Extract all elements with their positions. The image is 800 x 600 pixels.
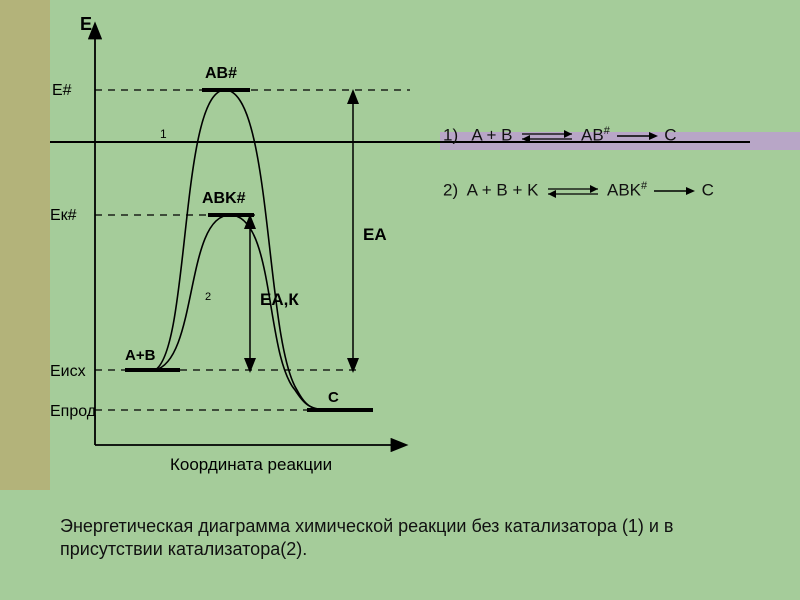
species-c: C xyxy=(328,389,339,406)
double-arrow-icon xyxy=(517,129,577,143)
label-ea: EА xyxy=(363,225,387,244)
eq1-lhs: A + B xyxy=(471,126,512,145)
equation-2: 2) A + B + K ABK# C xyxy=(443,180,714,201)
label-e-isx: Eисх xyxy=(50,363,86,380)
double-arrow-icon xyxy=(543,184,603,198)
eq2-int: ABK xyxy=(607,181,641,200)
label-e-prod: Eпрод xyxy=(50,403,97,420)
peak-ab: AB# xyxy=(205,65,237,82)
label-e-hash: E# xyxy=(52,82,72,99)
eq1-int: AB xyxy=(581,126,604,145)
energy-diagram: E Координата реакции E# Eк# Eисх Eпрод A… xyxy=(50,10,750,480)
peak-abk: ABK# xyxy=(202,190,246,207)
curve-label-2: 2 xyxy=(205,291,211,303)
arrow-right-icon xyxy=(652,185,697,197)
equation-1: 1) A + B AB# C xyxy=(443,125,677,146)
eq2-num: 2) xyxy=(443,181,458,200)
eq1-sup: # xyxy=(604,125,610,137)
y-axis-label: E xyxy=(80,14,92,34)
species-ab: A+B xyxy=(125,347,156,364)
label-eak: EА,К xyxy=(260,290,299,309)
eq1-num: 1) xyxy=(443,126,458,145)
eq1-prod: C xyxy=(664,126,676,145)
left-stripe xyxy=(0,0,50,490)
curve-label-1: 1 xyxy=(160,127,167,141)
arrow-right-icon xyxy=(615,130,660,142)
eq2-prod: C xyxy=(702,181,714,200)
curve-uncatalyzed xyxy=(155,90,330,410)
caption-text: Энергетическая диаграмма химической реак… xyxy=(60,515,740,560)
eq2-sup: # xyxy=(641,180,647,192)
eq2-lhs: A + B + K xyxy=(467,181,539,200)
curve-catalyzed xyxy=(155,215,330,410)
x-axis-label: Координата реакции xyxy=(170,455,332,474)
label-ek-hash: Eк# xyxy=(50,207,77,224)
